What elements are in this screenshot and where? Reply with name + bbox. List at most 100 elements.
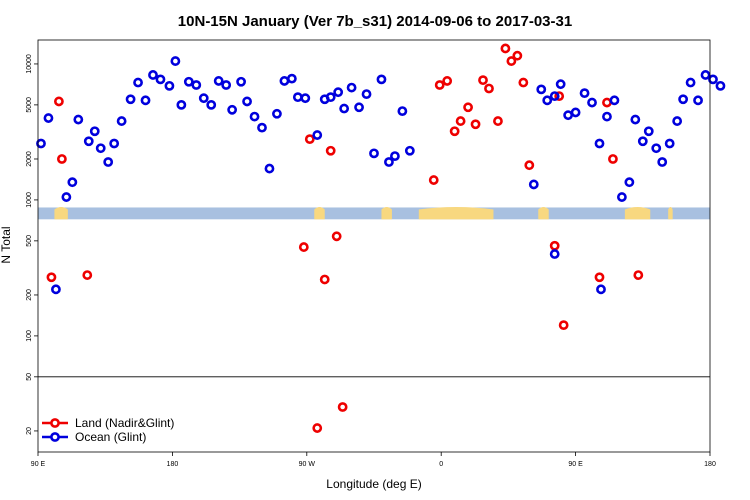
data-point <box>700 70 711 80</box>
land-segment <box>538 206 549 220</box>
data-point <box>325 145 336 156</box>
data-point <box>286 73 297 84</box>
data-point <box>36 138 46 149</box>
data-point <box>493 116 503 126</box>
data-point <box>312 423 323 433</box>
data-point <box>549 249 560 259</box>
data-point <box>236 76 246 87</box>
data-point <box>213 76 224 86</box>
data-point <box>56 154 67 164</box>
data-point <box>651 143 662 154</box>
x-axis-label: Longitude (deg E) <box>326 477 421 491</box>
data-point <box>61 192 72 202</box>
legend-entry: Land (Nadir&Glint) <box>42 416 174 430</box>
data-point <box>279 76 290 86</box>
data-point <box>376 74 387 85</box>
data-point <box>54 96 64 107</box>
data-point <box>549 240 560 251</box>
data-point <box>637 136 648 147</box>
data-point <box>506 56 517 66</box>
data-point <box>346 82 357 93</box>
data-point <box>657 157 668 167</box>
data-point <box>82 270 93 280</box>
data-points <box>36 43 726 433</box>
data-point <box>484 83 494 94</box>
data-point <box>89 126 100 137</box>
x-tick-label: 90 E <box>31 461 46 468</box>
data-point <box>83 136 94 147</box>
data-point <box>339 103 350 114</box>
y-tick-label: 10000 <box>26 54 33 74</box>
land-ocean-band <box>38 206 710 220</box>
data-point <box>608 154 618 164</box>
land-segment <box>668 206 673 220</box>
data-point <box>206 99 217 110</box>
data-point <box>579 88 590 99</box>
legend-marker <box>50 432 60 442</box>
data-point <box>164 80 175 91</box>
data-point <box>624 177 635 188</box>
y-tick-label: 100 <box>26 330 33 342</box>
data-point <box>390 151 400 162</box>
data-point <box>227 104 238 115</box>
data-point <box>512 50 523 61</box>
data-point <box>630 114 641 125</box>
data-point <box>554 91 565 102</box>
data-point <box>536 84 547 95</box>
data-point <box>594 138 605 149</box>
data-point <box>442 76 453 86</box>
data-point <box>518 77 529 88</box>
data-point <box>103 157 114 167</box>
data-point <box>148 70 158 80</box>
data-point <box>596 284 606 295</box>
data-point <box>609 95 620 106</box>
data-point <box>257 122 267 133</box>
data-point <box>300 93 311 104</box>
data-point <box>325 92 336 103</box>
data-point <box>715 80 726 91</box>
data-point <box>337 402 348 412</box>
data-point <box>242 96 252 107</box>
data-point <box>685 77 696 88</box>
y-tick-label: 200 <box>26 289 33 301</box>
data-point <box>176 99 187 110</box>
data-point <box>95 143 106 154</box>
data-point <box>404 145 415 156</box>
data-point <box>133 77 143 88</box>
data-point <box>331 231 342 242</box>
legend-marker <box>50 418 60 428</box>
data-point <box>264 163 275 174</box>
x-tick-label: 90 W <box>299 461 316 468</box>
data-point <box>664 138 675 149</box>
data-point <box>542 95 553 106</box>
data-point <box>319 274 330 285</box>
land-segment <box>418 206 494 220</box>
data-point <box>272 108 282 119</box>
data-point <box>73 114 84 125</box>
data-point <box>369 148 379 159</box>
data-point <box>109 138 120 149</box>
data-point <box>304 134 315 145</box>
data-point <box>116 116 127 126</box>
data-point <box>155 74 166 85</box>
ocean-band <box>38 207 710 220</box>
data-point <box>249 111 260 122</box>
x-tick-label: 0 <box>439 461 443 468</box>
data-point <box>643 126 654 137</box>
data-point <box>191 80 202 90</box>
data-point <box>672 116 683 126</box>
data-point <box>549 91 560 102</box>
data-point <box>463 102 473 113</box>
y-tick-label: 20 <box>26 427 33 435</box>
y-axis-label: N Total <box>0 226 13 263</box>
data-point <box>140 95 151 106</box>
data-point <box>555 79 566 90</box>
land-segment <box>381 206 392 220</box>
legend-label: Ocean (Glint) <box>75 430 146 444</box>
data-point <box>602 111 612 122</box>
data-point <box>563 110 574 121</box>
data-point <box>602 97 612 108</box>
data-point <box>397 106 408 116</box>
x-tick-label: 90 E <box>568 461 583 468</box>
